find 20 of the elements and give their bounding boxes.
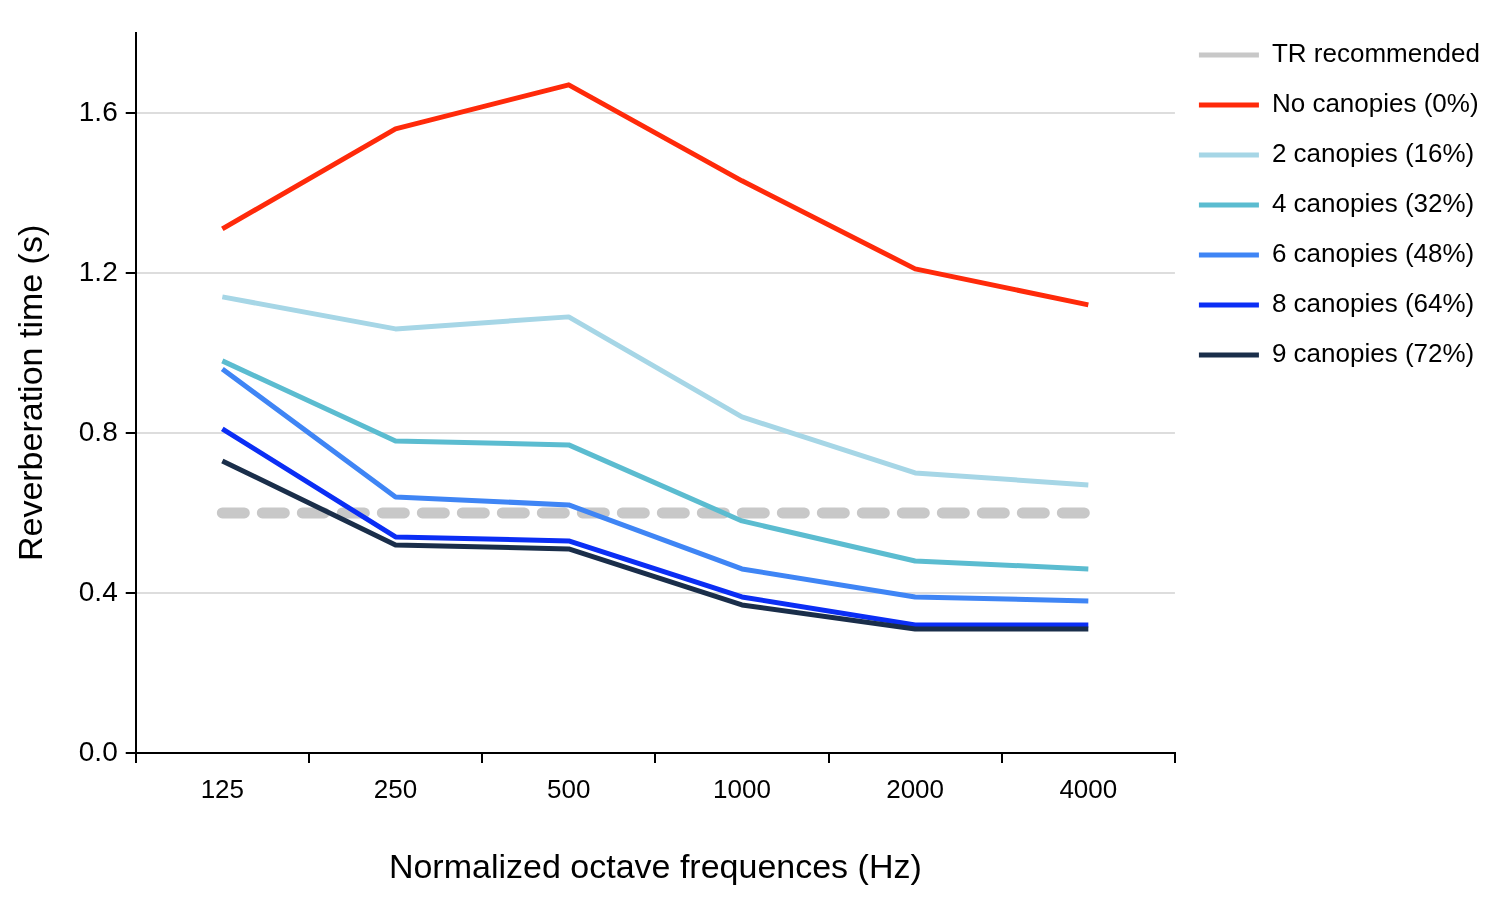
x-tick-label: 4000: [1059, 773, 1118, 804]
y-tick-label: 0.0: [78, 735, 118, 767]
legend-label: 4 canopies (32%): [1271, 188, 1475, 219]
legend-label: TR recommended: [1271, 38, 1480, 69]
x-tick-label: 125: [200, 773, 245, 804]
x-tick-label: 1000: [713, 773, 771, 804]
x-axis-title: Normalized octave frequences (Hz): [388, 846, 922, 885]
x-tick-label: 250: [373, 773, 418, 804]
legend-label: 9 canopies (72%): [1271, 338, 1475, 369]
x-tick-label: 500: [547, 773, 591, 804]
legend-label: 8 canopies (64%): [1271, 288, 1475, 319]
legend-label: 2 canopies (16%): [1271, 138, 1475, 169]
y-tick-label: 0.4: [78, 575, 118, 607]
legend-label: No canopies (0%): [1271, 88, 1479, 119]
y-axis-title: Reverberation time (s): [10, 224, 49, 562]
y-tick-label: 0.8: [78, 415, 118, 447]
legend-label: 6 canopies (48%): [1271, 238, 1475, 269]
y-tick-label: 1.2: [78, 255, 118, 287]
x-tick-label: 2000: [886, 773, 945, 804]
y-tick-label: 1.6: [78, 95, 118, 127]
